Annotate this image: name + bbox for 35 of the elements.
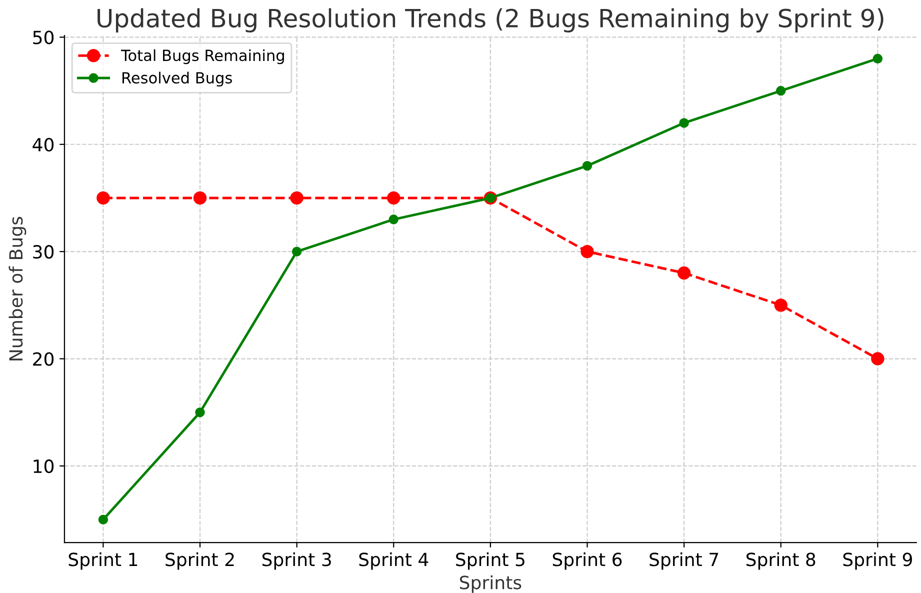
- y-tick-label: 10: [34, 459, 54, 474]
- point: [292, 246, 302, 256]
- point: [677, 266, 691, 280]
- point: [774, 298, 788, 312]
- x-tick-label: Sprint 2: [166, 552, 234, 570]
- x-tick-label: Sprint 9: [843, 552, 912, 570]
- x-tick-label: Sprint 8: [746, 552, 816, 570]
- point: [387, 191, 400, 205]
- point: [871, 352, 884, 366]
- point: [290, 191, 304, 205]
- y-tick-label: 50: [33, 30, 54, 44]
- x-tick-label: Sprint 7: [650, 552, 718, 570]
- point: [388, 214, 398, 224]
- point: [96, 191, 110, 205]
- point: [193, 191, 207, 205]
- y-tick-label: 40: [32, 138, 54, 152]
- point: [872, 54, 883, 64]
- point: [679, 118, 689, 128]
- point: [580, 244, 594, 258]
- x-tick-label: Sprint 1: [68, 552, 138, 570]
- x-tick-label: Sprint 5: [456, 552, 524, 570]
- point: [582, 160, 592, 171]
- point: [195, 407, 205, 418]
- point: [776, 86, 786, 96]
- x-tick-label: Sprint 3: [262, 552, 331, 570]
- legend-label: Resolved Bugs: [122, 72, 232, 87]
- chart-title: Updated Bug Resolution Trends (2 Bugs Remaining by Sprint 9): [98, 8, 884, 32]
- x-axis-title: Sprints: [460, 575, 522, 593]
- y-tick-label: 20: [33, 352, 54, 366]
- legend-label: Total Bugs Remaining: [120, 49, 284, 64]
- y-axis-title: Number of Bugs: [8, 216, 26, 360]
- x-tick-label: Sprint 4: [359, 552, 428, 570]
- x-tick-label: Sprint 6: [552, 552, 622, 570]
- point: [98, 514, 108, 524]
- y-tick-label: 30: [33, 245, 54, 259]
